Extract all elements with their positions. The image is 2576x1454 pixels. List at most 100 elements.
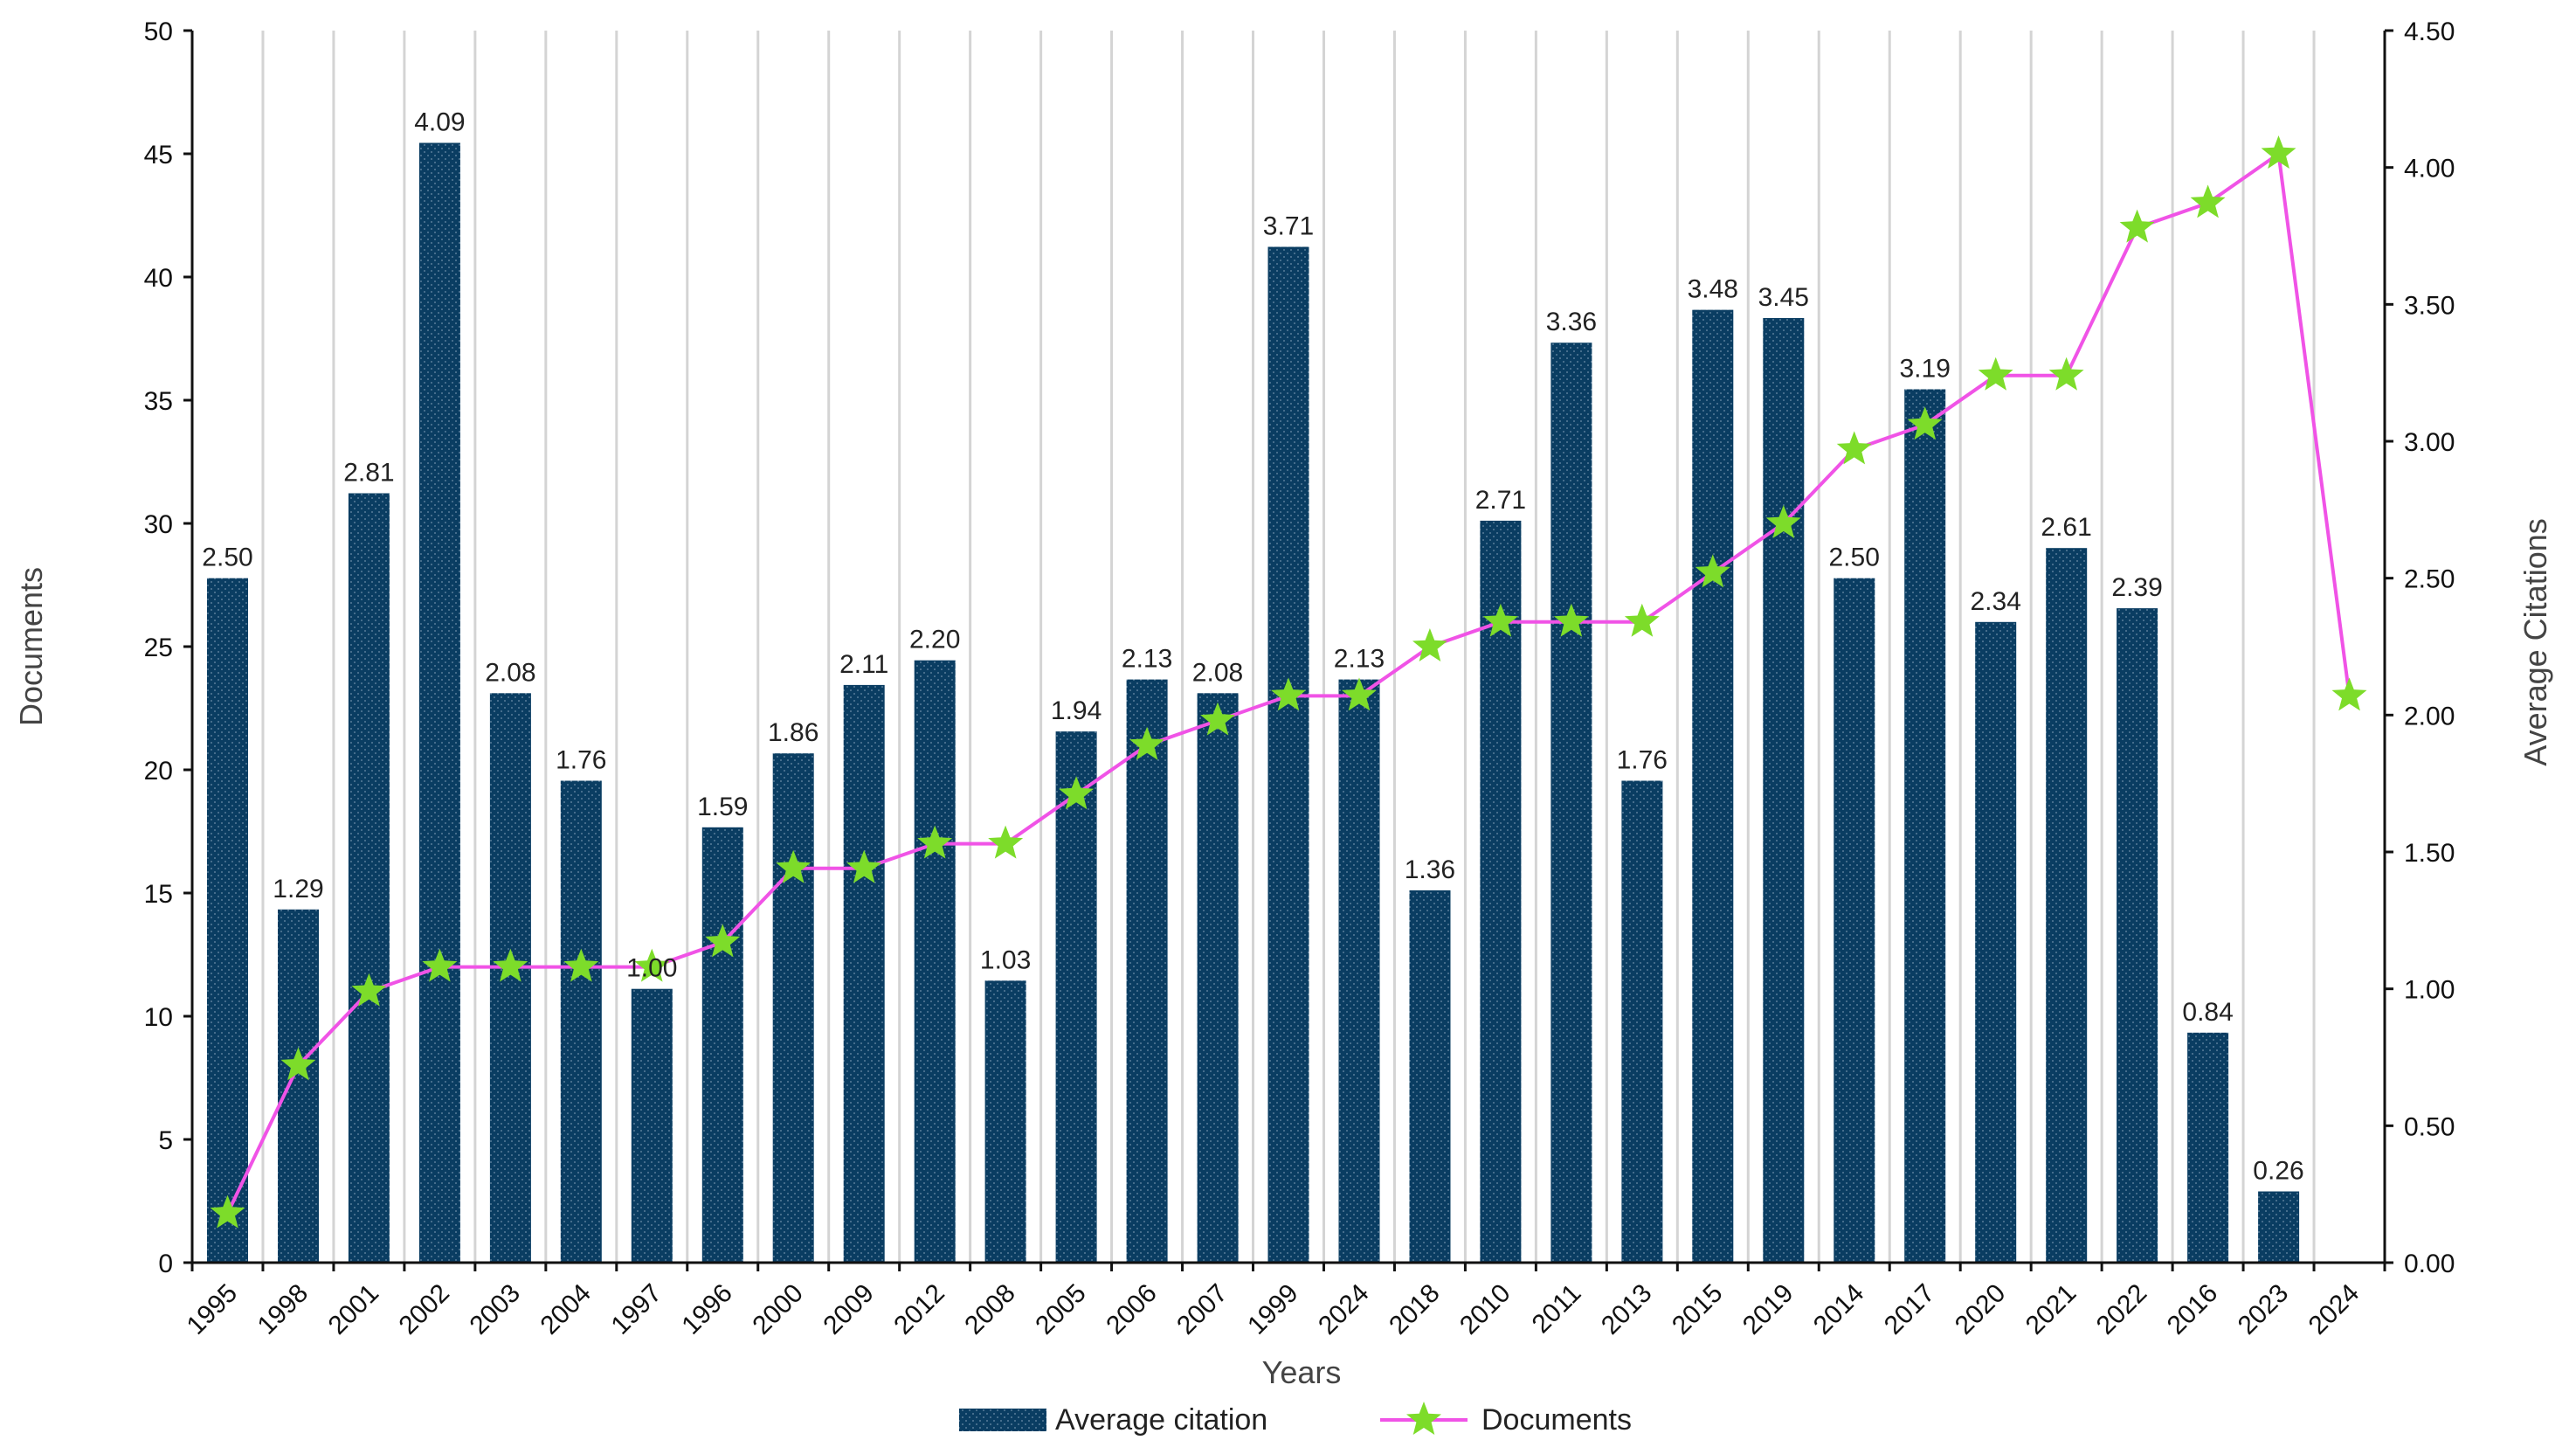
right-tick-label: 0.50 (2404, 1112, 2455, 1141)
right-tick-label: 2.00 (2404, 702, 2455, 730)
right-axis-title: Average Citations (2517, 518, 2553, 766)
bar-data-label: 2.11 (839, 650, 888, 679)
left-tick-label: 20 (144, 757, 173, 786)
bar-data-label: 1.03 (980, 945, 1031, 974)
documents-point (1978, 357, 2013, 391)
left-tick-label: 35 (144, 387, 173, 416)
documents-point (1342, 677, 1377, 711)
bar-data-label: 2.34 (1971, 587, 2021, 616)
x-tick-label: 2000 (747, 1278, 809, 1340)
documents-point (1695, 554, 1730, 588)
x-tick-label: 1998 (252, 1278, 314, 1340)
bar (1409, 890, 1451, 1263)
documents-point (2190, 184, 2226, 218)
x-tick-label: 2008 (959, 1278, 1021, 1340)
left-tick-label: 45 (144, 141, 173, 170)
bar-data-label: 4.09 (414, 108, 465, 137)
bar (1197, 693, 1239, 1263)
documents-line (210, 135, 2367, 1229)
left-tick-label: 0 (158, 1250, 173, 1278)
legend-label-average-citation: Average citation (1055, 1403, 1267, 1437)
documents-point (2048, 357, 2084, 391)
x-tick-label: 2024 (2303, 1278, 2365, 1340)
right-tick-label: 3.50 (2404, 291, 2455, 320)
x-tick-label: 2002 (394, 1278, 456, 1340)
documents-point (2261, 135, 2296, 169)
bar (984, 980, 1026, 1263)
right-tick-label: 0.00 (2404, 1250, 2455, 1278)
bar (1621, 780, 1663, 1263)
documents-point (1482, 603, 1518, 637)
left-tick-label: 15 (144, 880, 173, 909)
bar-data-label: 3.19 (1900, 355, 1951, 384)
bar-data-label: 1.76 (556, 746, 606, 775)
bar (278, 909, 319, 1263)
documents-point (1412, 628, 1447, 661)
x-tick-label: 1996 (676, 1278, 738, 1340)
right-tick-label: 1.00 (2404, 976, 2455, 1005)
x-tick-label: 2015 (1667, 1278, 1729, 1340)
bar-data-label: 2.08 (1192, 658, 1243, 687)
x-tick-label: 2011 (1527, 1278, 1587, 1339)
bar (1267, 246, 1309, 1263)
bar (560, 780, 602, 1263)
documents-point (1271, 677, 1306, 711)
bar (1055, 731, 1097, 1263)
bar-data-label: 0.26 (2253, 1157, 2303, 1186)
x-tick-label: 2012 (888, 1278, 950, 1340)
documents-point (493, 948, 528, 982)
x-tick-label: 1999 (1242, 1278, 1304, 1340)
bar (1126, 679, 1168, 1263)
bar (207, 578, 248, 1263)
legend-label-documents: Documents (1481, 1403, 1632, 1437)
x-tick-label: 2014 (1808, 1278, 1870, 1340)
bar-data-label: 2.50 (1829, 544, 1880, 572)
bar-data-label: 3.45 (1758, 283, 1809, 312)
bar-data-label: 1.36 (1405, 855, 1455, 884)
bar-data-label: 3.48 (1688, 275, 1738, 304)
x-tick-label: 2001 (323, 1278, 385, 1340)
bar-data-label: 3.36 (1546, 308, 1597, 336)
documents-point (1836, 431, 1872, 465)
bar (843, 684, 885, 1263)
bar (348, 493, 390, 1263)
x-tick-label: 1995 (182, 1278, 244, 1340)
bar (631, 988, 673, 1263)
bar-data-label: 2.13 (1334, 645, 1385, 674)
right-tick-label: 4.50 (2404, 17, 2455, 46)
x-tick-label: 2016 (2162, 1278, 2224, 1340)
x-tick-label: 2003 (464, 1278, 526, 1340)
bar-data-label: 2.08 (485, 658, 535, 687)
right-tick-label: 3.00 (2404, 428, 2455, 457)
x-tick-label: 2021 (2020, 1278, 2082, 1340)
x-axis-title: Years (1262, 1354, 1342, 1390)
bar-data-label: 2.61 (2041, 513, 2091, 542)
bar (2046, 548, 2088, 1263)
bar-data-label: 2.39 (2111, 573, 2162, 602)
legend-swatch-average-citation (959, 1409, 1046, 1431)
right-tick-label: 2.50 (2404, 565, 2455, 594)
documents-point (280, 1047, 316, 1081)
bar-data-label: 1.29 (273, 875, 323, 904)
documents-point (917, 825, 953, 859)
bar-data-label: 1.00 (626, 954, 677, 983)
bar-data-label: 1.59 (697, 793, 748, 821)
bar-data-label: 2.13 (1122, 645, 1172, 674)
left-tick-label: 25 (144, 634, 173, 662)
documents-point (563, 948, 599, 982)
right-tick-label: 1.50 (2404, 839, 2455, 868)
x-tick-label: 2018 (1384, 1278, 1446, 1340)
bar (1550, 343, 1592, 1264)
bar-data-label: 3.71 (1263, 212, 1314, 241)
x-tick-label: 2019 (1737, 1278, 1799, 1340)
x-tick-label: 2022 (2091, 1278, 2153, 1340)
bar (489, 693, 531, 1263)
bar (2117, 608, 2158, 1263)
bar (701, 827, 743, 1263)
documents-point (705, 924, 741, 958)
bar-data-label: 1.86 (768, 718, 818, 747)
bar (1480, 520, 1522, 1263)
left-axis-title: Documents (13, 567, 49, 726)
bar (1692, 309, 1734, 1264)
